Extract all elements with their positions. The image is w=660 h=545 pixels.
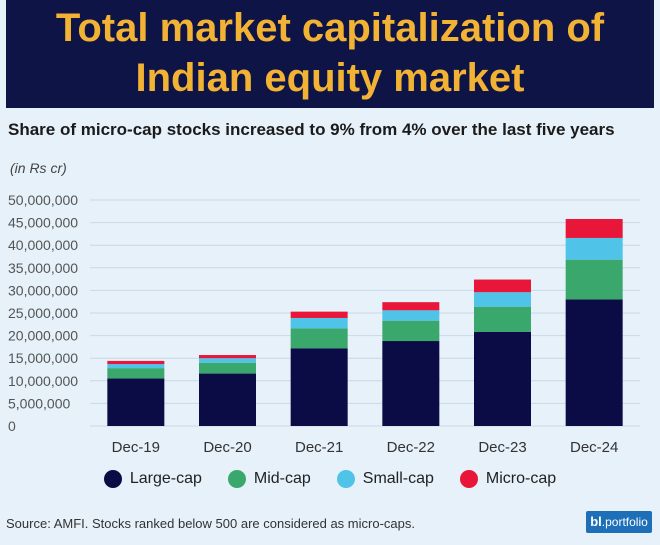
legend-item-small-cap: Small-cap xyxy=(336,470,434,488)
chart-subtitle: Share of micro-cap stocks increased to 9… xyxy=(8,120,615,139)
bar-segment-micro-cap xyxy=(290,311,348,318)
legend-label-micro-cap: Micro-cap xyxy=(485,470,557,487)
bar-segment-large-cap xyxy=(474,331,531,426)
chart-title-line-1: Total market capitalization of xyxy=(55,6,605,50)
legend-label-large-cap: Large-cap xyxy=(129,470,202,487)
x-tick-label: Dec-23 xyxy=(478,439,526,456)
bar-segment-micro-cap xyxy=(199,355,256,359)
y-tick-label: 50,000,000 xyxy=(8,192,78,208)
logo-text: .portfolio xyxy=(601,515,648,529)
bar-segment-mid-cap xyxy=(382,320,440,342)
x-tick-label: Dec-24 xyxy=(570,439,618,456)
legend-label-mid-cap: Mid-cap xyxy=(253,470,311,487)
legend-swatch-mid-cap xyxy=(227,470,246,488)
y-tick-label: 20,000,000 xyxy=(8,328,78,344)
bar-segment-small-cap xyxy=(199,358,256,363)
bar-segment-small-cap xyxy=(107,364,165,369)
bar-segment-small-cap xyxy=(474,292,531,307)
bar-segment-mid-cap xyxy=(474,306,531,332)
x-tick-label: Dec-21 xyxy=(295,439,343,456)
title-banner: Total market capitalization of Indian eq… xyxy=(6,0,654,108)
legend-item-mid-cap: Mid-cap xyxy=(227,470,311,488)
bar-segment-micro-cap xyxy=(382,302,440,311)
bar-segment-large-cap xyxy=(565,299,623,426)
bar-segment-mid-cap xyxy=(107,368,165,379)
x-tick-label: Dec-22 xyxy=(387,439,435,456)
publisher-logo: bl.portfolio xyxy=(586,511,652,533)
logo-bl: bl xyxy=(590,514,602,529)
legend-swatch-micro-cap xyxy=(459,470,478,488)
legend-swatch-small-cap xyxy=(336,470,355,488)
source-note: Source: AMFI. Stocks ranked below 500 ar… xyxy=(6,516,415,531)
bar-segment-micro-cap xyxy=(565,218,623,238)
legend-swatch-large-cap xyxy=(103,470,122,488)
bar-segment-mid-cap xyxy=(565,259,623,300)
bar-segment-mid-cap xyxy=(290,328,348,349)
bar-segment-large-cap xyxy=(199,373,256,426)
bar-segment-large-cap xyxy=(290,348,348,426)
chart-title-line-2: Indian equity market xyxy=(135,56,525,100)
y-tick-label: 10,000,000 xyxy=(8,373,78,389)
bar-segment-micro-cap xyxy=(107,360,165,365)
y-tick-label: 25,000,000 xyxy=(8,305,78,321)
bar-segment-small-cap xyxy=(382,310,440,321)
y-tick-label: 5,000,000 xyxy=(8,395,70,411)
y-tick-label: 45,000,000 xyxy=(8,215,78,231)
y-tick-label: 0 xyxy=(8,418,16,434)
legend-item-large-cap: Large-cap xyxy=(103,470,202,488)
bar-segment-large-cap xyxy=(107,378,165,426)
y-tick-label: 15,000,000 xyxy=(8,350,78,366)
unit-note: (in Rs cr) xyxy=(10,160,67,176)
chart-legend: Large-cap Mid-cap Small-cap Micro-cap xyxy=(0,470,660,488)
bar-segment-small-cap xyxy=(565,237,623,260)
bar-segment-mid-cap xyxy=(199,362,256,374)
legend-label-small-cap: Small-cap xyxy=(362,470,434,487)
x-tick-label: Dec-19 xyxy=(112,439,160,456)
y-tick-label: 40,000,000 xyxy=(8,237,78,253)
stacked-bar-chart: 50,000,000 45,000,000 40,000,000 35,000,000… xyxy=(8,192,640,456)
bar-segment-large-cap xyxy=(382,341,440,426)
y-tick-label: 30,000,000 xyxy=(8,282,78,298)
x-tick-label: Dec-20 xyxy=(203,439,251,456)
legend-item-micro-cap: Micro-cap xyxy=(459,470,557,488)
bar-segment-small-cap xyxy=(290,317,348,329)
bar-segment-micro-cap xyxy=(474,279,531,293)
y-tick-label: 35,000,000 xyxy=(8,260,78,276)
